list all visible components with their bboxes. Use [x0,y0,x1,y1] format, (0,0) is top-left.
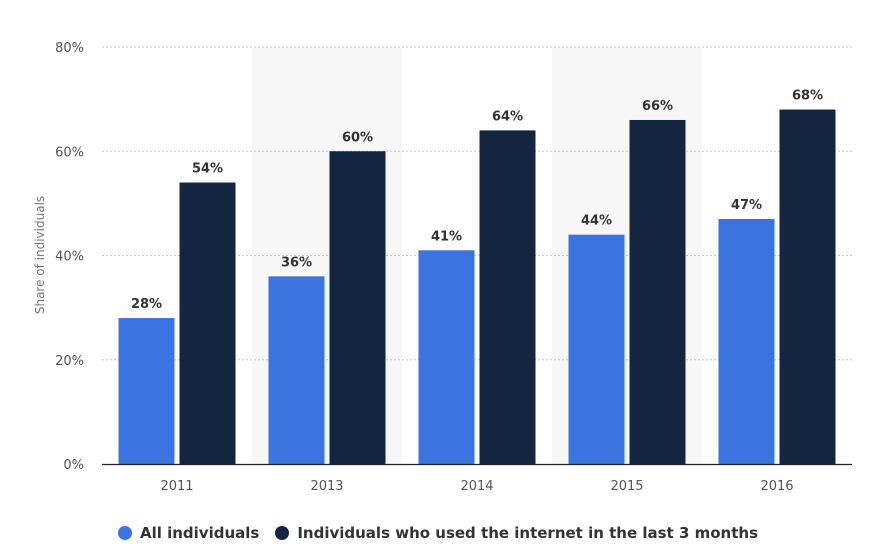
y-tick-label: 80% [55,41,84,56]
legend-label: Individuals who used the internet in the… [297,524,758,542]
y-axis-ticks: 0% 20% 40% 60% 80% [55,41,84,473]
data-label: 36% [281,255,312,270]
legend-marker-icon [275,526,290,540]
x-axis-ticks: 2011 2013 2014 2015 2016 [160,479,793,494]
data-labels: 28% 54% 36% 60% 41% 64% 44% 66% 47% 68% [131,89,823,312]
legend-marker-icon [117,526,132,540]
bar-all-individuals[interactable] [418,250,475,464]
x-tick-label: 2015 [610,479,643,494]
bar-all-individuals[interactable] [718,219,775,464]
bar-internet-users[interactable] [779,109,836,465]
data-label: 66% [642,99,673,114]
legend-label: All individuals [139,524,260,542]
bars [118,109,836,465]
data-label: 54% [192,162,223,177]
bar-internet-users[interactable] [479,130,536,464]
data-label: 47% [731,198,762,213]
data-label: 60% [342,130,373,145]
legend-item-all-individuals[interactable]: All individuals [117,524,260,542]
x-tick-label: 2014 [460,479,493,494]
data-label: 68% [792,89,823,104]
y-tick-label: 20% [55,354,84,369]
legend: All individuals Individuals who used the… [0,524,876,542]
y-tick-label: 0% [63,458,84,473]
bar-internet-users[interactable] [329,151,386,464]
bar-all-individuals[interactable] [268,276,325,464]
data-label: 28% [131,297,162,312]
x-tick-label: 2016 [760,479,793,494]
x-tick-label: 2013 [310,479,343,494]
bar-internet-users[interactable] [629,119,686,464]
bar-all-individuals[interactable] [568,234,625,464]
legend-item-internet-users[interactable]: Individuals who used the internet in the… [275,524,758,542]
data-label: 44% [581,214,612,229]
bar-internet-users[interactable] [179,182,236,464]
y-tick-label: 60% [55,145,84,160]
data-label: 41% [431,229,462,244]
x-tick-label: 2011 [160,479,193,494]
bar-all-individuals[interactable] [118,318,175,464]
y-axis-label: Share of individuals [33,196,47,314]
y-tick-label: 40% [55,250,84,265]
data-label: 64% [492,109,523,124]
bar-chart: 0% 20% 40% 60% 80% Share of individuals 28% 5… [33,41,852,494]
